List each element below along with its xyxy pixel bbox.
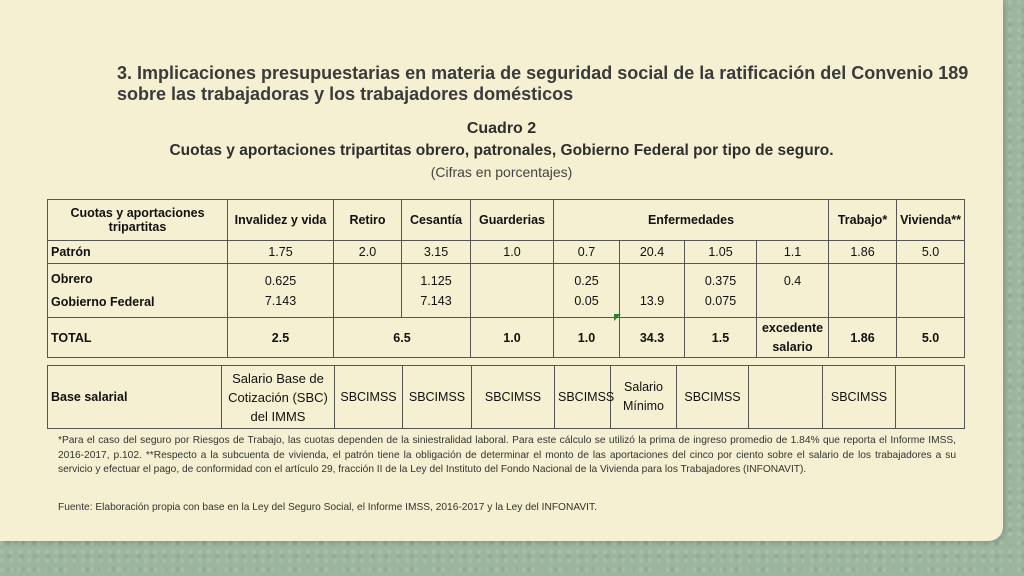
header-invalidez: Invalidez y vida [227,199,334,241]
obrero-enf1: 0.25 [574,273,599,288]
row-label-patron: Patrón [47,240,228,264]
header-cesantia: Cesantía [401,199,471,241]
patron-vivienda: 5.0 [896,240,966,264]
cuadro-title: Cuotas y aportaciones tripartitas obrero… [169,142,834,159]
cuadro-units: (Cifras en porcentajes) [430,164,573,180]
header-guarderias: Guarderias [470,199,554,241]
patron-cesantia: 3.15 [401,240,471,264]
error-marker-icon [614,314,621,321]
table-row-base: Base salarial Salario Base de Cotización… [47,365,965,429]
patron-trabajo: 1.86 [828,240,898,264]
obrero-gob-retiro [333,263,402,318]
total-guarderias: 1.0 [470,317,554,358]
gobierno-invalidez: 7.143 [264,293,297,308]
obrero-gob-enf4: 0.4 [755,263,830,318]
patron-invalidez: 1.75 [227,240,334,264]
obrero-gob-trabajo [828,263,898,318]
gobierno-enf1: 0.05 [574,293,599,308]
gobierno-enf3: 0.075 [704,293,737,308]
obrero-invalidez: 0.625 [264,273,297,288]
row-label-gobierno: Gobierno Federal [51,295,155,309]
obrero-gob-guarderias [470,263,554,318]
base-invalidez: Salario Base de Cotización (SBC) del IMM… [221,365,335,429]
base-vivienda [895,365,965,429]
patron-enf3: 1.05 [684,240,757,264]
obrero-gob-enf1: 0.25 0.05 [553,263,620,318]
table-row-total: TOTAL 2.5 6.5 1.0 1.0 34.3 1.5 excedente… [47,317,966,358]
patron-retiro: 2.0 [333,240,402,264]
header-retiro: Retiro [333,199,402,241]
base-label: Base salarial [47,365,222,429]
table-row: Obrero Gobierno Federal 0.625 7.143 1.12… [47,263,966,318]
row-labels-obrero-gobierno: Obrero Gobierno Federal [47,263,228,318]
header-enfermedades: Enfermedades [552,199,830,241]
total-invalidez: 2.5 [227,317,334,358]
total-enf2: 34.3 [619,317,685,358]
base-enf4 [748,365,823,429]
patron-enf4: 1.1 [755,240,830,264]
total-enf4: excedente salario [755,317,830,358]
obrero-enf3: 0.375 [704,273,737,288]
header-row: Cuotas y aportaciones tripartitas Invali… [47,199,966,241]
source-note: Fuente: Elaboración propia con base en l… [58,502,597,513]
base-enf1: SBCIMSS [554,365,614,429]
total-vivienda: 5.0 [896,317,966,358]
footnote: *Para el caso del seguro por Riesgos de … [58,435,956,476]
base-guarderias: SBCIMSS [471,365,555,429]
total-trabajo: 1.86 [828,317,898,358]
row-label-obrero: Obrero [51,272,93,286]
slide-title: 3. Implicaciones presupuestarias en mate… [117,63,969,104]
base-salarial-table: Base salarial Salario Base de Cotización… [47,365,965,429]
obrero-gob-vivienda [896,263,966,318]
base-trabajo: SBCIMSS [822,365,896,429]
base-enf2: Salario Mínimo [610,365,677,429]
base-cesantia: SBCIMSS [402,365,472,429]
patron-guarderias: 1.0 [470,240,554,264]
patron-enf2: 20.4 [619,240,685,264]
total-enf1: 1.0 [553,317,620,358]
obrero-gob-invalidez: 0.625 7.143 [227,263,334,318]
obrero-cesantia: 1.125 [420,273,452,288]
obrero-enf4: 0.4 [783,273,802,288]
gobierno-enf2: 13.9 [639,293,665,308]
base-enf3: SBCIMSS [676,365,749,429]
cuotas-table: Cuotas y aportaciones tripartitas Invali… [47,199,966,358]
patron-enf1: 0.7 [553,240,620,264]
base-retiro: SBCIMSS [334,365,403,429]
gobierno-cesantia: 7.143 [420,293,452,308]
obrero-gob-enf3: 0.375 0.075 [684,263,757,318]
header-rowhead: Cuotas y aportaciones tripartitas [47,199,228,241]
header-vivienda: Vivienda** [896,199,966,241]
cuadro-number: Cuadro 2 [466,120,537,137]
total-retiro-cesantia: 6.5 [333,317,471,358]
obrero-gob-cesantia: 1.125 7.143 [401,263,471,318]
header-trabajo: Trabajo* [828,199,898,241]
row-label-total: TOTAL [47,317,228,358]
table-row: Patrón 1.75 2.0 3.15 1.0 0.7 20.4 1.05 1… [47,240,966,264]
total-enf3: 1.5 [684,317,757,358]
obrero-gob-enf2: 13.9 [619,263,685,318]
